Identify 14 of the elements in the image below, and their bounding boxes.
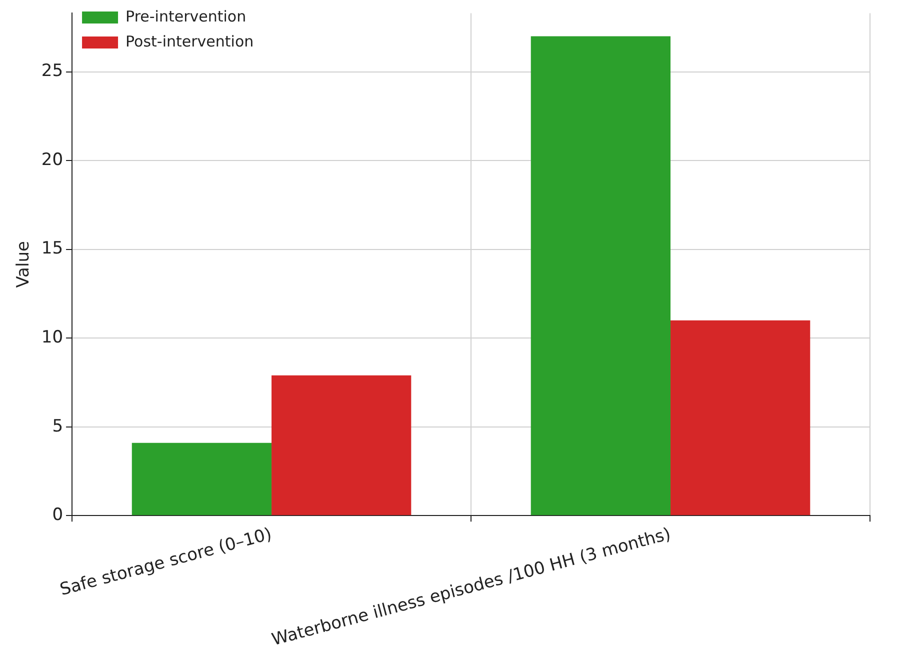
y-tick-label: 5 (52, 416, 64, 436)
bar (272, 375, 412, 516)
y-tick-label: 20 (41, 150, 64, 170)
y-tick-label: 0 (52, 505, 64, 526)
legend-label: Post-intervention (126, 32, 254, 50)
y-tick-label: 25 (41, 61, 64, 82)
y-tick-label: 10 (41, 328, 64, 348)
legend-label: Pre-intervention (126, 7, 246, 26)
bar (530, 36, 671, 516)
y-tick-label: 15 (41, 238, 64, 259)
x-tick-label: Safe storage score (0–10) (58, 524, 274, 600)
bar (670, 320, 810, 516)
bar (132, 442, 272, 516)
y-axis-title: Value (14, 241, 34, 288)
